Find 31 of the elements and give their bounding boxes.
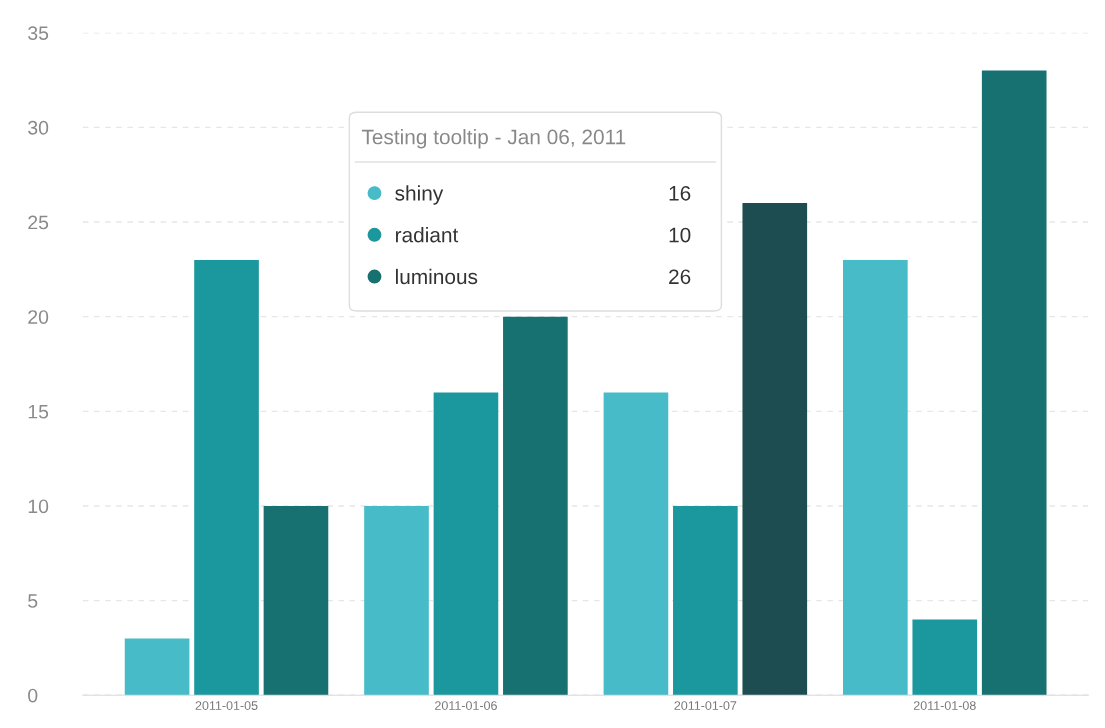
y-tick-label: 25 [28, 215, 49, 230]
x-tick-label: 2011-01-07 [674, 701, 737, 710]
bar [194, 259, 259, 696]
bar [503, 316, 568, 696]
bar [742, 203, 808, 696]
bar [433, 392, 499, 696]
bar [124, 638, 190, 696]
y-tick-label: 5 [28, 594, 38, 608]
annotation: 10 [669, 227, 691, 243]
legend-label: luminous [396, 268, 478, 285]
y-tick-label: 20 [28, 310, 49, 324]
annotation: 26 [669, 269, 691, 285]
y-tick-label: 0 [28, 688, 38, 703]
y-tick-label: 35 [28, 26, 49, 40]
bar [364, 505, 429, 696]
legend-title: Testing tooltip - Jan 06, 2011 [361, 129, 626, 149]
legend-label: shiny [395, 185, 444, 205]
bar [912, 619, 978, 696]
y-tick-label: 10 [28, 499, 49, 514]
legend-label: radiant [395, 227, 459, 243]
x-tick-label: 2011-01-06 [435, 701, 497, 710]
x-tick-label: 2011-01-05 [195, 701, 258, 710]
bar [981, 70, 1047, 696]
bar [673, 505, 738, 696]
bar [263, 505, 329, 696]
y-tick-label: 30 [28, 120, 49, 135]
bar [843, 259, 908, 696]
x-tick-label: 2011-01-08 [913, 701, 976, 710]
y-tick-label: 15 [28, 404, 49, 419]
bar [603, 392, 669, 696]
annotation: 16 [669, 185, 691, 201]
